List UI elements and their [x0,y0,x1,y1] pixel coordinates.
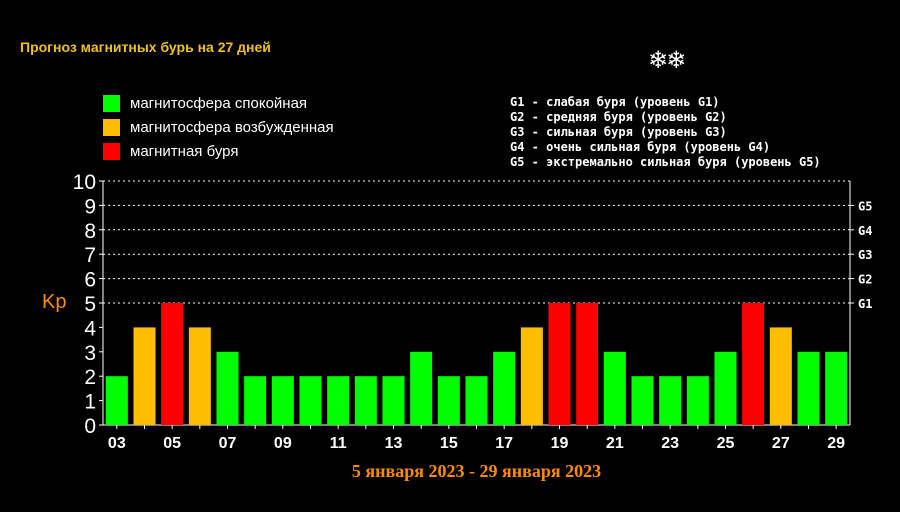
y-tick-label: 3 [84,342,96,365]
bar [216,351,239,425]
x-tick-label: 15 [440,435,458,452]
bar [659,376,682,425]
x-tick-label: 25 [717,435,735,452]
bar [825,351,848,425]
x-tick-label: 11 [330,435,347,452]
bar [603,351,626,425]
bar [493,351,516,425]
snowflake-icon: ❄❄ [648,46,686,74]
y-tick-label: 1 [84,391,96,414]
bar [271,376,294,425]
bar [299,376,322,425]
bar [161,303,184,425]
bar [244,376,267,425]
chart-title: Прогноз магнитных бурь на 27 дней [20,39,271,55]
legend-swatch-calm [103,94,120,112]
bar [354,376,377,425]
x-tick-label: 19 [551,435,569,452]
bar [769,327,792,425]
g-level-tick-label: G4 [858,224,872,238]
bar [410,351,433,425]
x-axis-label: 5 января 2023 - 29 января 2023 [352,461,601,481]
bar [382,376,405,425]
bar [105,376,128,425]
g-level-tick-label: G2 [858,273,872,287]
g-legend-g2: G2 - средняя буря (уровень G2) [510,110,727,124]
bar [548,303,571,425]
y-tick-label: 6 [84,269,96,292]
legend-item-calm: магнитосфера спокойная [103,94,307,112]
legend-swatch-storm [103,142,120,160]
x-tick-label: 07 [219,435,237,452]
x-tick-label: 29 [827,435,845,452]
y-tick-label: 10 [73,171,96,194]
x-tick-label: 03 [108,435,126,452]
bar [188,327,211,425]
y-axis-label: Kp [42,291,66,313]
g-level-tick-label: G5 [858,199,872,213]
y-tick-label: 9 [84,195,96,218]
bar [631,376,654,425]
bar [437,376,460,425]
y-tick-label: 7 [84,244,96,267]
bar [714,351,737,425]
y-tick-label: 4 [84,317,96,340]
x-tick-label: 21 [606,435,624,452]
legend-item-storm: магнитная буря [103,142,238,160]
bar [133,327,156,425]
g-level-tick-label: G3 [858,248,872,262]
g-legend-g3: G3 - сильная буря (уровень G3) [510,125,727,139]
g-level-tick-label: G1 [858,297,872,311]
x-tick-label: 23 [661,435,679,452]
y-tick-label: 0 [84,415,96,438]
x-tick-label: 27 [772,435,790,452]
bar [327,376,350,425]
x-tick-label: 17 [495,435,513,452]
bar [576,303,599,425]
x-tick-label: 05 [163,435,181,452]
g-legend-g1: G1 - слабая буря (уровень G1) [510,95,720,109]
x-tick-label: 13 [385,435,403,452]
bar [520,327,543,425]
legend-swatch-excited [103,118,120,136]
y-tick-label: 2 [84,366,96,389]
bar [742,303,765,425]
bar [465,376,488,425]
legend-label-excited: магнитосфера возбужденная [130,118,334,136]
legend-item-excited: магнитосфера возбужденная [103,118,334,136]
y-tick-label: 8 [84,220,96,243]
legend-label-storm: магнитная буря [130,142,239,160]
x-tick-label: 09 [274,435,292,452]
g-legend-g4: G4 - очень сильная буря (уровень G4) [510,140,771,154]
y-tick-label: 5 [84,293,96,316]
bar [797,351,820,425]
legend-label-calm: магнитосфера спокойная [130,94,308,112]
bar [686,376,709,425]
g-legend-g5: G5 - экстремально сильная буря (уровень … [510,155,821,169]
